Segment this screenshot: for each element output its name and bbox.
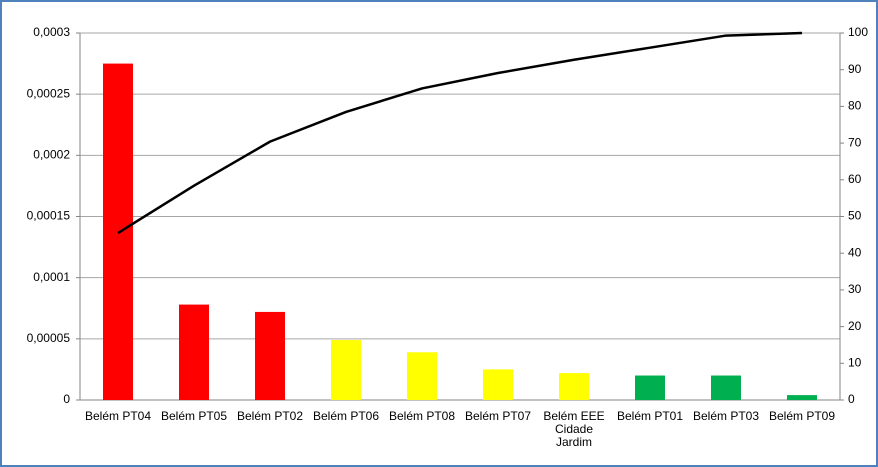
y-tick-label: 0,0002 [33,148,70,162]
bar [787,395,817,400]
y2-tick-label: 40 [848,245,862,259]
y2-tick-label: 30 [848,282,862,296]
bar [483,369,513,400]
bar [179,304,209,400]
bar [711,375,741,400]
x-tick-label: Belém EEE Cidade Jardim [543,409,605,449]
y2-tick-label: 100 [848,25,868,39]
x-tick-label: Belém PT04 [84,409,152,423]
bar [559,373,589,400]
y2-tick-label: 0 [848,392,855,406]
y-tick-label: 0,00015 [27,209,71,223]
y2-tick-label: 50 [848,209,862,223]
x-tick-label: Belém PT03 [692,409,760,423]
y-tick-label: 0,00005 [27,331,71,345]
y-tick-label: 0,00025 [27,86,71,100]
x-tick-label: Belém PT08 [388,409,456,423]
y2-tick-label: 80 [848,99,862,113]
y-tick-label: 0,0001 [33,270,70,284]
x-tick-label: Belém PT06 [312,409,380,423]
y-tick-label: 0,0003 [33,25,70,39]
y-tick-label: 0 [63,392,70,406]
bar [255,311,285,400]
x-tick-label: Belém PT02 [236,409,304,423]
y2-tick-label: 90 [848,62,862,76]
x-tick-label: Belém PT07 [464,409,532,423]
x-tick-label: Belém PT01 [616,409,684,423]
y2-tick-label: 10 [848,355,862,369]
y2-tick-label: 60 [848,172,862,186]
x-tick-label: Belém PT05 [160,409,228,423]
y2-tick-label: 70 [848,135,862,149]
y2-tick-label: 20 [848,319,862,333]
x-tick-label: Belém PT09 [768,409,836,423]
bar [407,352,437,400]
bar [331,340,361,400]
cumulative-line [117,31,803,235]
bar [635,375,665,400]
